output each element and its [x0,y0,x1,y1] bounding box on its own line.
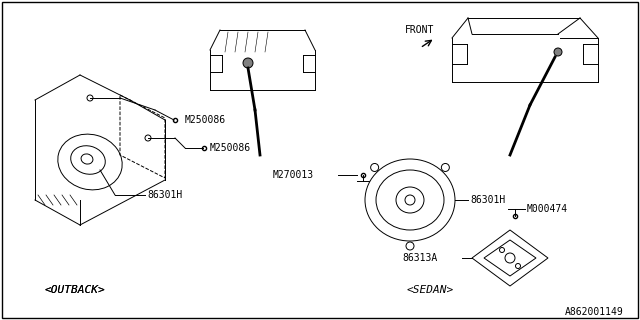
Text: FRONT: FRONT [405,25,435,35]
Text: A862001149: A862001149 [565,307,624,317]
Text: <OUTBACK>: <OUTBACK> [45,285,106,295]
Text: 86301H: 86301H [470,195,505,205]
Circle shape [243,58,253,68]
Circle shape [554,48,562,56]
Text: <SEDAN>: <SEDAN> [406,285,454,295]
Text: 86301H: 86301H [147,190,182,200]
Text: M000474: M000474 [527,204,568,214]
Text: M250086: M250086 [185,115,226,125]
Text: M270013: M270013 [273,170,314,180]
Text: <OUTBACK>: <OUTBACK> [45,285,106,295]
Text: M250086: M250086 [210,143,251,153]
Text: 86313A: 86313A [402,253,437,263]
